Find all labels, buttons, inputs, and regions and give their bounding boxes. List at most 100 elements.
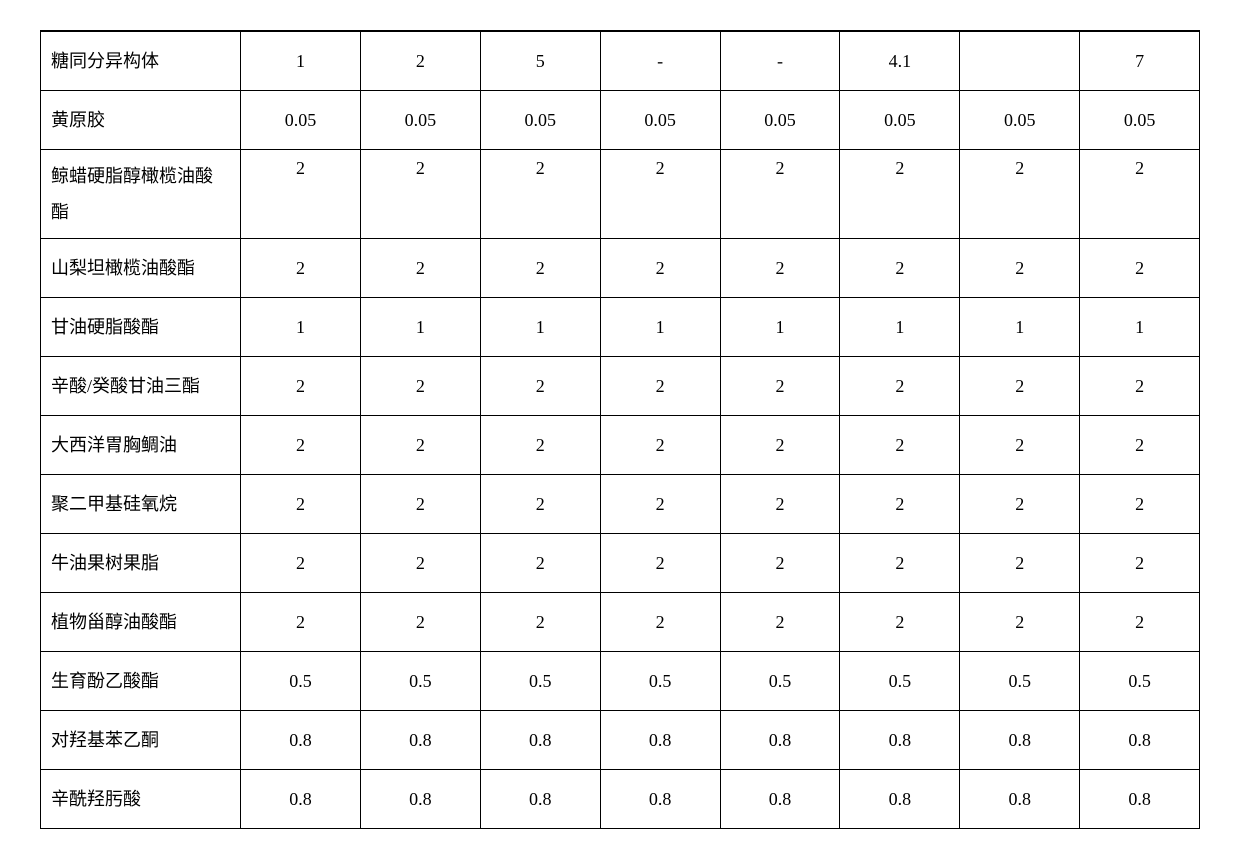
cell: 2 [1080,593,1200,652]
cell: 0.05 [600,91,720,150]
cell: 0.05 [360,91,480,150]
table-row: 糖同分异构体125--4.17 [41,31,1200,91]
cell: 2 [1080,416,1200,475]
cell: 2 [720,475,840,534]
cell: 2 [960,593,1080,652]
cell: 2 [241,150,361,239]
row-label: 甘油硬脂酸酯 [41,298,241,357]
cell: 0.8 [840,711,960,770]
row-label: 生育酚乙酸酯 [41,652,241,711]
cell: 2 [720,534,840,593]
cell: 2 [720,416,840,475]
cell: 2 [720,239,840,298]
cell: 2 [241,593,361,652]
cell: 0.5 [480,652,600,711]
cell: 1 [960,298,1080,357]
table-row: 牛油果树果脂22222222 [41,534,1200,593]
cell: 2 [1080,357,1200,416]
cell: 2 [241,416,361,475]
table-row: 对羟基苯乙酮0.80.80.80.80.80.80.80.8 [41,711,1200,770]
cell: 2 [480,150,600,239]
cell: 2 [960,150,1080,239]
cell: 2 [360,239,480,298]
cell: 0.8 [480,770,600,829]
cell: 0.8 [1080,711,1200,770]
cell: 7 [1080,31,1200,91]
row-label: 山梨坦橄榄油酸酯 [41,239,241,298]
table-row: 山梨坦橄榄油酸酯22222222 [41,239,1200,298]
cell: 1 [600,298,720,357]
cell: 1 [360,298,480,357]
cell: 2 [1080,150,1200,239]
cell: 2 [600,534,720,593]
cell: 2 [600,475,720,534]
cell: 2 [1080,475,1200,534]
cell: 5 [480,31,600,91]
cell: 2 [1080,239,1200,298]
cell: 0.8 [720,770,840,829]
row-label: 辛酰羟肟酸 [41,770,241,829]
cell: 0.5 [241,652,361,711]
cell: 0.05 [1080,91,1200,150]
cell: 0.5 [720,652,840,711]
cell: 2 [480,534,600,593]
cell: 2 [960,475,1080,534]
cell: 0.8 [480,711,600,770]
cell: 2 [960,416,1080,475]
cell [960,31,1080,91]
cell: 1 [840,298,960,357]
cell: 2 [241,357,361,416]
cell: 0.8 [241,711,361,770]
cell: 2 [600,239,720,298]
cell: 2 [840,593,960,652]
cell: 2 [600,416,720,475]
cell: 2 [241,475,361,534]
cell: 2 [720,593,840,652]
cell: 0.8 [360,770,480,829]
cell: 2 [600,357,720,416]
cell: 0.05 [960,91,1080,150]
cell: 0.5 [1080,652,1200,711]
cell: 1 [480,298,600,357]
row-label: 植物甾醇油酸酯 [41,593,241,652]
cell: - [600,31,720,91]
table-row: 植物甾醇油酸酯22222222 [41,593,1200,652]
cell: 0.8 [720,711,840,770]
cell: 2 [241,534,361,593]
cell: 2 [360,416,480,475]
cell: 2 [840,239,960,298]
cell: 2 [960,357,1080,416]
cell: 0.05 [720,91,840,150]
cell: 2 [960,534,1080,593]
row-label: 糖同分异构体 [41,31,241,91]
cell: 2 [480,239,600,298]
cell: 2 [360,150,480,239]
cell: 0.8 [960,711,1080,770]
table-row: 大西洋胃胸鲷油22222222 [41,416,1200,475]
cell: 2 [600,593,720,652]
ingredients-table: 糖同分异构体125--4.17黄原胶0.050.050.050.050.050.… [40,30,1200,829]
cell: 2 [840,534,960,593]
cell: 2 [1080,534,1200,593]
cell: 2 [600,150,720,239]
cell: 0.8 [241,770,361,829]
cell: 1 [241,298,361,357]
cell: 0.5 [360,652,480,711]
cell: 0.8 [1080,770,1200,829]
cell: 2 [480,593,600,652]
cell: 2 [360,475,480,534]
cell: 0.05 [241,91,361,150]
cell: 0.05 [840,91,960,150]
cell: 0.8 [360,711,480,770]
cell: 2 [720,357,840,416]
cell: 2 [360,357,480,416]
row-label: 对羟基苯乙酮 [41,711,241,770]
cell: 2 [840,150,960,239]
cell: 0.05 [480,91,600,150]
cell: 2 [480,416,600,475]
table-row: 甘油硬脂酸酯11111111 [41,298,1200,357]
cell: 2 [360,534,480,593]
cell: 0.8 [600,770,720,829]
cell: 2 [480,475,600,534]
cell: 2 [720,150,840,239]
